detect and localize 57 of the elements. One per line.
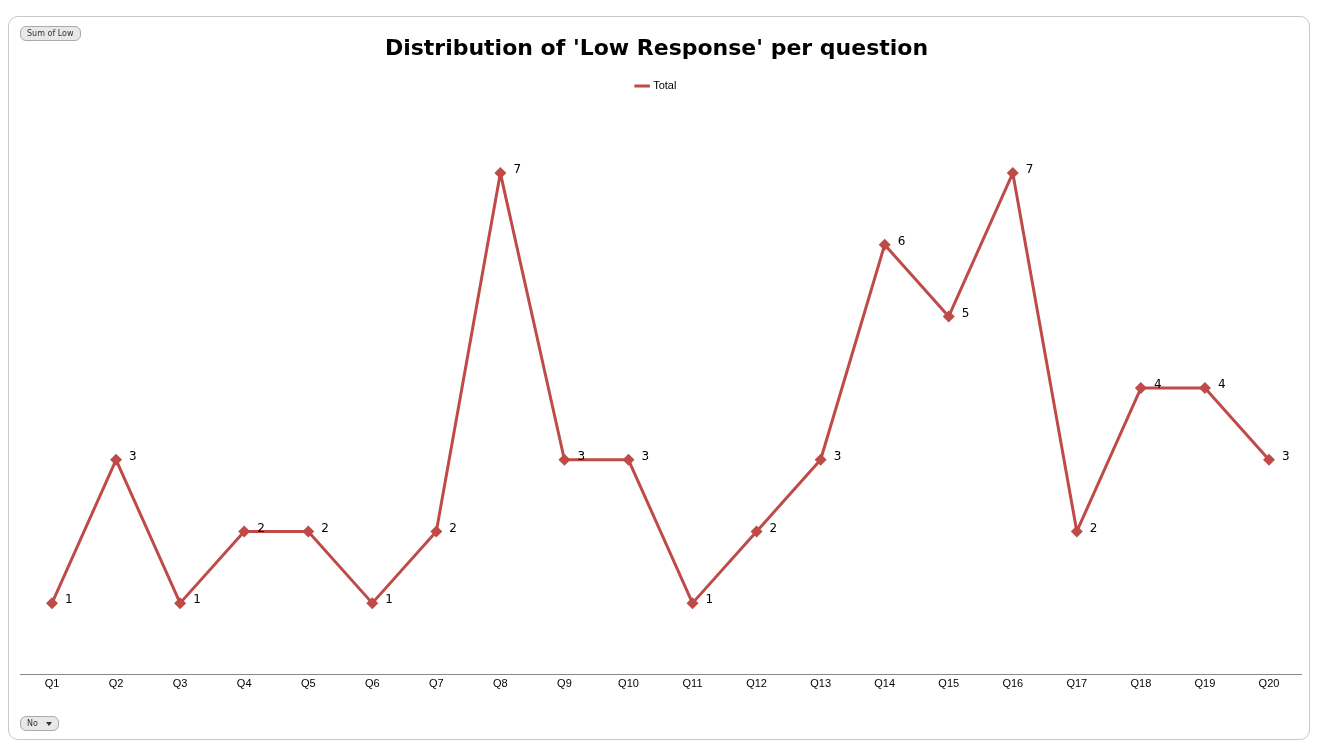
x-tick-label: Q5	[300, 677, 316, 690]
chart-title: Distribution of 'Low Response' per question	[384, 34, 929, 60]
x-tick-label: Q6	[364, 677, 380, 690]
point	[1262, 453, 1275, 466]
text: No	[20, 716, 59, 731]
data-label: 1	[193, 592, 201, 607]
point	[878, 238, 891, 251]
point	[1006, 167, 1019, 180]
x-tick-label: Q14	[874, 677, 896, 690]
data-label: 7	[513, 162, 522, 177]
x-tick-label: Q20	[1258, 677, 1280, 690]
point	[174, 597, 187, 610]
text: Sum of Low	[20, 26, 81, 41]
x-tick-label: Q12	[746, 677, 767, 690]
x-tick-label: Q18	[1130, 677, 1152, 690]
x-tick-label: Q17	[1066, 677, 1088, 690]
x-tick-label: Q16	[1002, 677, 1024, 690]
legend-label: Total	[653, 78, 677, 91]
x-tick-label: Q4	[236, 677, 252, 690]
x-tick-label: Q3	[172, 677, 188, 690]
data-label: 7	[1025, 162, 1034, 177]
data-label: 1	[705, 592, 714, 607]
data-label: 3	[641, 448, 650, 463]
point	[1134, 382, 1147, 395]
data-label: 2	[1089, 520, 1098, 535]
data-label: 2	[321, 520, 329, 535]
x-tick-label: Q11	[682, 677, 703, 690]
x-tick-label: Q19	[1194, 677, 1216, 690]
x-tick-label: Q2	[108, 677, 124, 690]
point	[46, 597, 59, 610]
data-label: 1	[385, 592, 393, 607]
x-tick-label: Q13	[810, 677, 832, 690]
point	[1070, 525, 1083, 538]
data-label: 2	[449, 520, 457, 535]
data-label: 6	[897, 233, 906, 248]
x-tick-label: Q7	[428, 677, 444, 690]
data-label: 3	[1281, 448, 1290, 463]
data-label: 5	[961, 305, 970, 320]
x-tick-label: Q8	[493, 677, 508, 690]
point	[622, 453, 635, 466]
data-label: 3	[129, 448, 137, 463]
point	[686, 597, 699, 610]
point	[430, 525, 443, 538]
point	[558, 453, 571, 466]
data-label: 3	[833, 448, 842, 463]
x-tick-label: Q1	[44, 677, 60, 690]
x-tick-label: Q15	[938, 677, 960, 690]
point	[814, 453, 827, 466]
data-label: 4	[1217, 377, 1226, 392]
point	[110, 453, 123, 466]
x-tick-label: Q10	[618, 677, 639, 690]
data-label: 2	[769, 520, 778, 535]
point	[942, 310, 955, 323]
data-label: 1	[65, 592, 73, 607]
point	[366, 597, 379, 610]
point	[750, 525, 763, 538]
x-tick-label: Q9	[557, 677, 572, 690]
